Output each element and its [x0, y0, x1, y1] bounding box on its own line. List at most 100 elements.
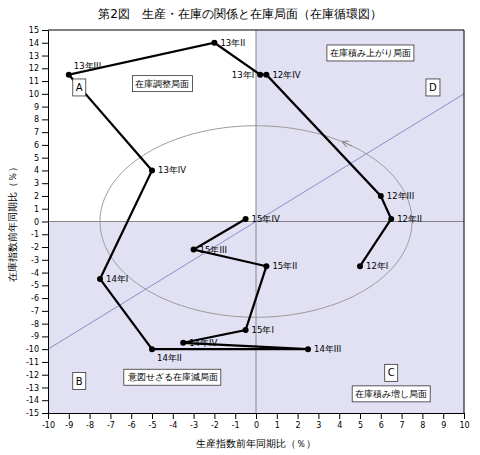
annotation-text: 在庫積み上がり局面	[330, 48, 411, 58]
x-tick: 6	[379, 413, 384, 430]
data-point	[211, 40, 217, 46]
x-tick-mark	[194, 413, 195, 419]
y-tick-mark	[42, 158, 48, 159]
x-tick-label: 3	[316, 421, 321, 430]
x-tick-mark	[48, 413, 49, 419]
y-axis-title: 在庫指数前年同期比（％）	[7, 162, 18, 282]
y-tick-mark	[42, 234, 48, 235]
x-tick-mark	[464, 413, 465, 419]
y-tick-mark	[42, 400, 48, 401]
y-tick-mark	[42, 145, 48, 146]
y-tick-label: 11	[29, 77, 39, 86]
x-tick-mark	[298, 413, 299, 419]
y-tick: -13	[26, 384, 48, 393]
point-label: 14年II	[157, 353, 182, 363]
y-tick: 6	[34, 141, 48, 150]
annotation-box	[426, 79, 440, 96]
y-tick: 7	[34, 128, 48, 137]
y-tick: -3	[31, 256, 48, 265]
y-tick-label: -7	[31, 307, 39, 316]
y-tick: -11	[26, 358, 48, 367]
y-tick-label: -3	[31, 256, 39, 265]
y-tick-mark	[42, 196, 48, 197]
x-tick-mark	[90, 413, 91, 419]
annotation-box	[73, 373, 86, 390]
x-tick: 2	[296, 413, 301, 430]
data-point	[97, 276, 103, 282]
y-tick-mark	[42, 170, 48, 171]
y-tick: -12	[26, 371, 48, 380]
x-tick-mark	[131, 413, 132, 419]
y-tick: 2	[34, 192, 48, 201]
data-point	[243, 327, 249, 333]
y-tick: 11	[29, 77, 48, 86]
x-tick: -6	[128, 413, 136, 430]
x-tick-label: -4	[169, 421, 177, 430]
x-tick: 3	[316, 413, 321, 430]
x-tick-mark	[381, 413, 382, 419]
y-tick: 13	[29, 52, 48, 61]
x-tick-mark	[110, 413, 111, 419]
x-tick-label: 2	[296, 421, 301, 430]
data-point	[305, 346, 311, 352]
y-tick-label: 3	[34, 179, 39, 188]
plot-area	[48, 30, 464, 413]
x-tick-mark	[402, 413, 403, 419]
point-label: 14年I	[106, 274, 128, 284]
y-tick: -14	[26, 396, 48, 405]
y-tick-mark	[42, 183, 48, 184]
y-tick: 10	[29, 90, 48, 99]
annotation-box	[73, 79, 86, 96]
y-tick-mark	[42, 273, 48, 274]
annotation-text: 在庫調整局面	[135, 79, 189, 89]
data-points	[66, 40, 394, 352]
y-tick: 8	[34, 115, 48, 124]
y-tick-label: 5	[34, 154, 39, 163]
y-tick: -15	[26, 409, 48, 418]
data-point	[191, 247, 197, 253]
y-tick-mark	[42, 362, 48, 363]
y-tick-label: 4	[34, 166, 39, 175]
y-tick-mark	[42, 30, 48, 31]
x-tick-label: -2	[211, 421, 219, 430]
y-tick-mark	[42, 107, 48, 108]
y-tick-mark	[42, 413, 48, 414]
x-tick-label: 6	[379, 421, 384, 430]
point-label: 13年I	[232, 70, 254, 80]
y-tick-label: -13	[26, 384, 39, 393]
y-tick-label: -5	[31, 281, 39, 290]
data-point	[257, 72, 263, 78]
y-tick-label: -8	[31, 320, 39, 329]
annotation: 在庫積み上がり局面	[327, 45, 414, 61]
x-tick: -2	[211, 413, 219, 430]
y-tick-label: -14	[26, 396, 39, 405]
annotation: C	[385, 364, 398, 381]
annotation: D	[426, 79, 440, 96]
annotation-text: A	[76, 82, 83, 93]
y-tick-label: -6	[31, 294, 39, 303]
y-tick-mark	[42, 260, 48, 261]
point-label: 12年II	[397, 214, 422, 224]
data-point	[243, 216, 249, 222]
annotation-box	[132, 76, 192, 92]
y-tick-mark	[42, 285, 48, 286]
point-label: 12年IV	[272, 70, 300, 80]
x-tick-mark	[422, 413, 423, 419]
point-labels: 12年I12年II12年III12年IV13年I13年II13年III13年IV…	[74, 38, 422, 363]
x-tick-mark	[256, 413, 257, 419]
x-tick-label: -1	[232, 421, 240, 430]
point-label: 13年III	[74, 61, 101, 71]
y-tick-mark	[42, 209, 48, 210]
y-tick: -10	[26, 345, 48, 354]
y-tick-label: 7	[34, 128, 39, 137]
y-tick: 14	[29, 39, 48, 48]
x-tick: 9	[441, 413, 446, 430]
x-tick: -3	[190, 413, 198, 430]
x-tick-mark	[318, 413, 319, 419]
y-tick: -5	[31, 281, 48, 290]
x-tick: 10	[459, 413, 469, 430]
shaded-regions	[48, 30, 464, 413]
x-axis-title: 生産指数前年同期比（％）	[196, 438, 316, 449]
x-tick-mark	[69, 413, 70, 419]
data-point	[378, 193, 384, 199]
